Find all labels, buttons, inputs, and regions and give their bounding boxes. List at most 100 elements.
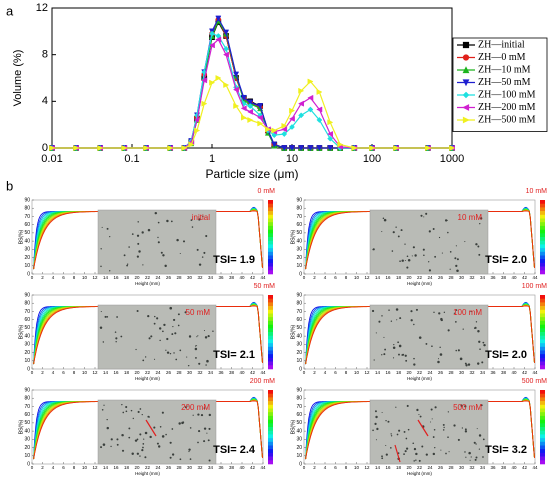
particle xyxy=(405,447,409,450)
x-tick-label: 26 xyxy=(438,275,444,280)
x-tick-label: 8 xyxy=(345,275,348,280)
particle xyxy=(473,441,476,444)
particle xyxy=(198,362,201,365)
particle xyxy=(447,411,449,413)
x-tick-label: 18 xyxy=(396,465,402,470)
particle xyxy=(106,426,109,430)
x-tick-label: 24 xyxy=(155,370,161,375)
particle xyxy=(462,328,464,330)
x-tick-label: 26 xyxy=(166,275,172,280)
colorbar-segment xyxy=(540,328,545,333)
x-tick-label: 24 xyxy=(427,275,433,280)
corner-label: 10 mM xyxy=(526,188,548,195)
particle xyxy=(375,439,377,441)
particle xyxy=(169,352,172,355)
y-axis-label: Volume (%) xyxy=(12,50,24,107)
particle xyxy=(174,332,177,335)
micrograph xyxy=(369,209,489,275)
x-tick-label: 10 xyxy=(354,275,360,280)
series-line xyxy=(52,38,452,149)
x-tick-label: 26 xyxy=(438,370,444,375)
particle xyxy=(142,443,145,445)
tsi-label: TSI= 2.4 xyxy=(213,444,256,456)
x-tick-label: 8 xyxy=(73,370,76,375)
data-point xyxy=(257,103,264,110)
colorbar-segment xyxy=(540,248,545,253)
particle xyxy=(481,361,484,364)
particle xyxy=(188,335,192,338)
data-point xyxy=(281,131,288,137)
colorbar-segment xyxy=(268,222,273,227)
particle xyxy=(196,345,198,347)
particle xyxy=(100,248,102,250)
x-tick-label: 44 xyxy=(260,465,266,470)
x-tick-label: 34 xyxy=(208,275,214,280)
particle xyxy=(401,354,404,356)
particle xyxy=(456,258,459,261)
x-tick-label: 16 xyxy=(385,370,391,375)
particle xyxy=(432,228,435,231)
colorbar-segment xyxy=(540,441,545,446)
particle xyxy=(169,306,173,310)
particle xyxy=(383,218,387,222)
x-tick-label: 2 xyxy=(41,370,44,375)
data-point xyxy=(167,144,174,152)
particle xyxy=(447,436,449,438)
colorbar-segment xyxy=(540,251,545,256)
data-point xyxy=(289,124,295,130)
image-label: initial xyxy=(192,213,210,222)
x-tick-label: 40 xyxy=(239,275,245,280)
particle xyxy=(465,364,468,367)
particle xyxy=(172,318,176,322)
particle xyxy=(115,337,118,340)
data-point xyxy=(223,45,230,52)
particle xyxy=(474,327,476,330)
colorbar-segment xyxy=(268,248,273,253)
particle xyxy=(203,440,206,443)
particle xyxy=(428,261,430,263)
x-tick-label: 2 xyxy=(41,465,44,470)
data-point xyxy=(316,88,323,96)
x-tick-label: 20 xyxy=(406,465,412,470)
y-tick-label: 20 xyxy=(296,350,302,356)
data-point xyxy=(209,30,215,37)
particle xyxy=(163,323,166,327)
x-tick-label: 6 xyxy=(334,370,337,375)
x-tick-label: 14 xyxy=(103,275,109,280)
particle xyxy=(376,427,379,431)
particle xyxy=(148,337,151,340)
particle xyxy=(406,255,409,258)
micrograph xyxy=(369,399,489,465)
colorbar-segment xyxy=(268,262,273,267)
colorbar-segment xyxy=(268,244,273,249)
x-axis-label: Particle size (μm) xyxy=(206,167,299,181)
particle xyxy=(418,413,420,416)
particle xyxy=(144,431,148,435)
colorbar-segment xyxy=(268,449,273,454)
x-tick-label: 36 xyxy=(218,370,224,375)
colorbar-segment xyxy=(540,233,545,238)
colorbar-segment xyxy=(540,339,545,344)
x-tick-label: 6 xyxy=(334,275,337,280)
particle xyxy=(375,332,377,334)
particle xyxy=(455,349,458,352)
x-tick-label: 24 xyxy=(427,465,433,470)
x-tick-label: 38 xyxy=(229,275,235,280)
x-tick-label: 12 xyxy=(92,370,98,375)
y-tick-label: 8 xyxy=(42,49,48,61)
particle xyxy=(195,357,197,359)
particle xyxy=(399,317,402,320)
y-tick-label: 80 xyxy=(24,206,30,212)
x-tick-label: 16 xyxy=(113,275,119,280)
x-tick-label: 44 xyxy=(260,370,266,375)
x-tick-label: 20 xyxy=(134,465,140,470)
legend-marker xyxy=(462,104,470,111)
x-tick-label: 10 xyxy=(354,465,360,470)
data-point xyxy=(257,120,264,127)
particle xyxy=(383,336,385,338)
y-tick-label: 30 xyxy=(24,247,30,253)
particle xyxy=(159,426,162,428)
arrow xyxy=(145,419,157,437)
micrograph xyxy=(369,304,489,370)
particle xyxy=(474,458,477,461)
